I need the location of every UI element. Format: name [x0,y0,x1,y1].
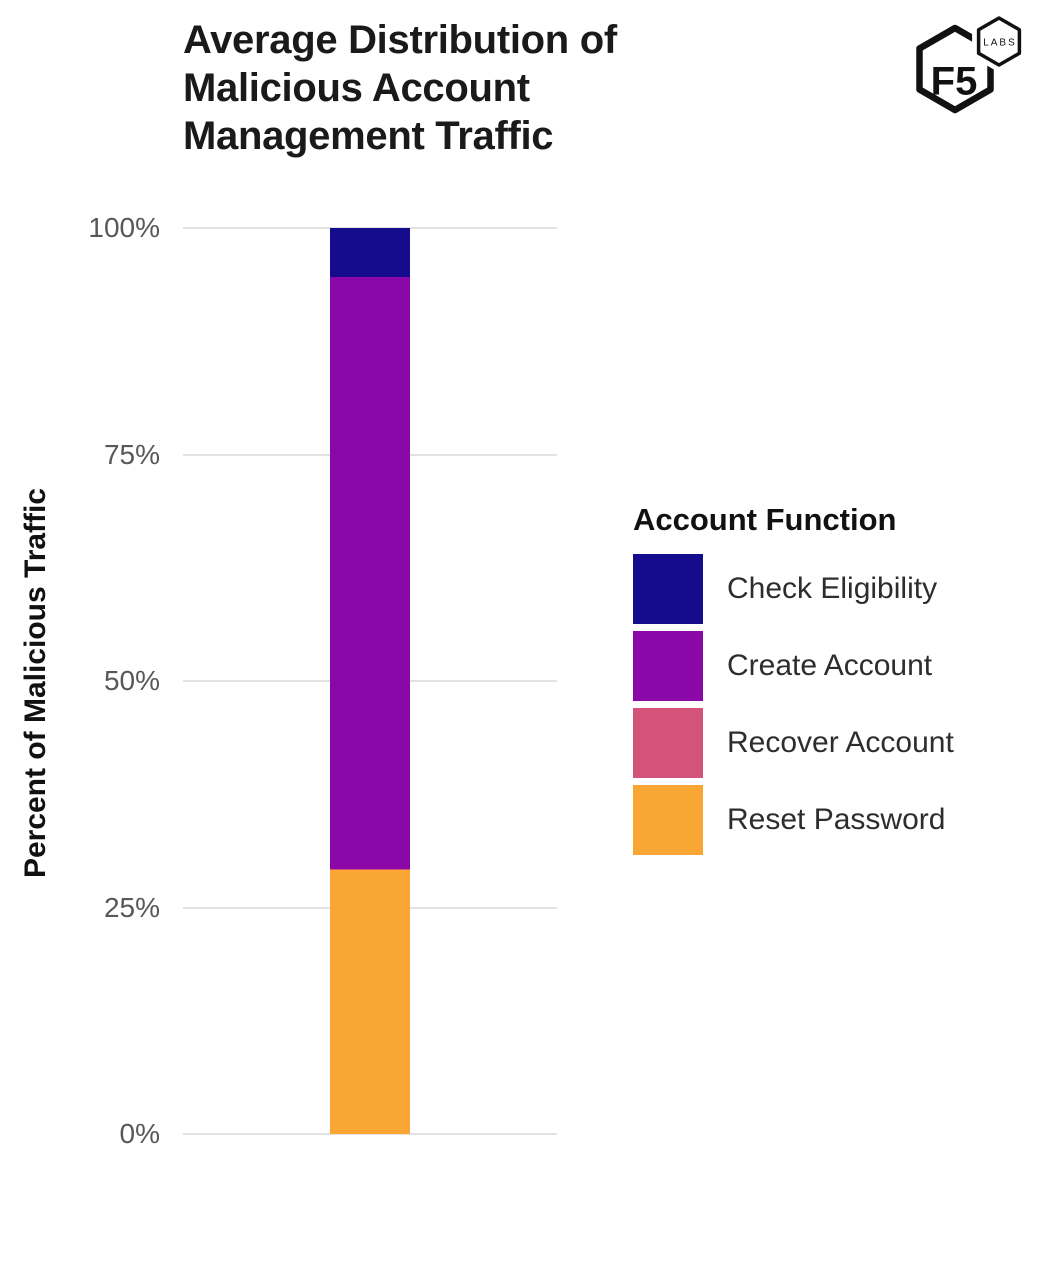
y-tick-label-50%: 50% [103,665,160,696]
bar-segment-reset-password [330,870,410,1134]
gridline-0% [183,1133,557,1135]
legend-item-check-eligibility: Check Eligibility [633,554,954,624]
legend-swatch [633,785,703,855]
logo-labs-text: LABS [983,38,1017,49]
legend-item-create-account: Create Account [633,631,954,701]
logo-brand-text: F5 [931,60,978,104]
title-line: Management Traffic [183,114,554,158]
stacked-bar [330,228,410,1134]
y-tick-label-100%: 100% [88,212,160,243]
y-tick-label-25%: 25% [103,891,160,923]
legend-items: Check Eligibility Create Account Recover A… [633,554,954,855]
legend-label: Reset Password [727,803,946,836]
bar-segment-create-account [330,276,410,870]
legend-label: Check Eligibility [727,572,938,605]
plot-area: 0% 25% 50% 75% 100% [88,212,557,1149]
title-line: Malicious Account [183,66,530,110]
legend-label: Recover Account [727,726,954,759]
bar-segment-check-eligibility [330,228,410,277]
y-axis-title: Percent of Malicious Traffic [19,487,52,879]
legend-item-reset-password: Reset Password [633,785,954,855]
f5-labs-logo: F5 LABS [914,11,1026,122]
f5-labs-logo-icon: F5 LABS [916,11,1026,114]
legend-title: Account Function [633,502,897,537]
legend-swatch [633,631,703,701]
y-tick-label-75%: 75% [103,438,160,470]
title-line: Average Distribution of [183,18,617,62]
bar-segment-recover-account [330,869,410,871]
labs-hexagon [976,16,1022,67]
y-tick-label-0%: 0% [119,1118,160,1149]
legend: Account Function Check Eligibility Create… [633,502,954,862]
legend-swatch [633,708,703,778]
legend-item-recover-account: Recover Account [633,708,954,778]
legend-swatch [633,554,703,624]
page-title: Average Distribution of Malicious Accoun… [183,16,617,160]
legend-label: Create Account [727,649,933,682]
